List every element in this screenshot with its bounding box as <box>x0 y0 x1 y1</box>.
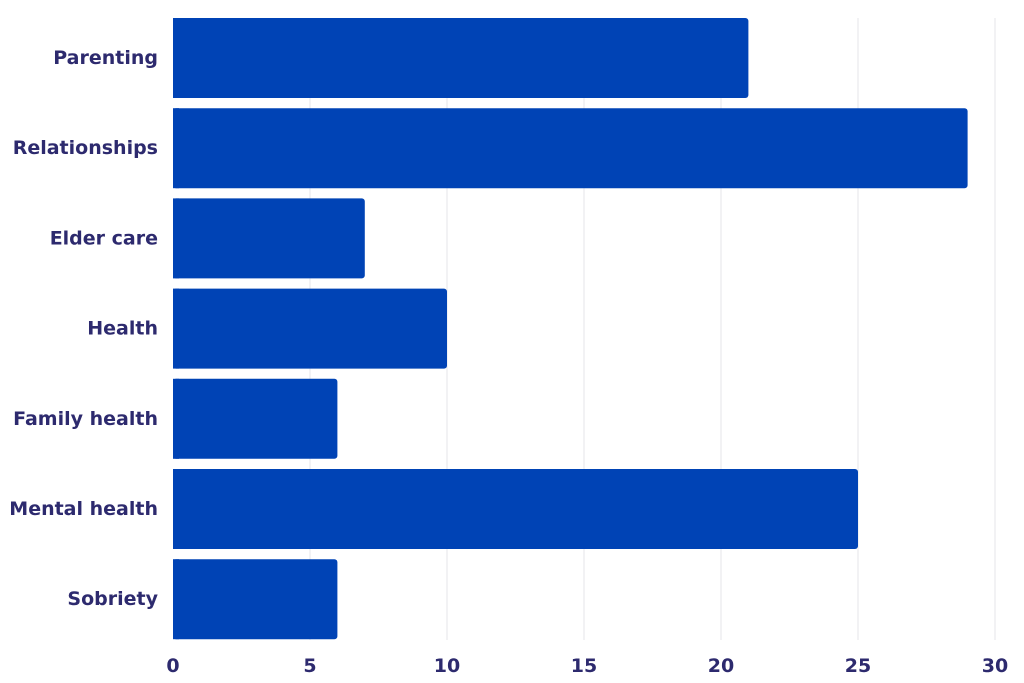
category-label-elder-care: Elder care <box>50 227 158 249</box>
bar-base-elder-care <box>173 198 179 279</box>
bar-base-mental-health <box>173 469 179 549</box>
category-label-sobriety: Sobriety <box>67 588 158 610</box>
x-axis-tick-labels: 0 5 10 15 20 25 30 <box>166 655 1008 677</box>
bar-base-sobriety <box>173 559 179 640</box>
bar-base-parenting <box>173 18 179 98</box>
bar-family-health <box>173 378 338 459</box>
bar-sobriety <box>173 559 338 640</box>
bar-base-relationships <box>173 108 179 189</box>
bar-base-health <box>173 288 179 369</box>
x-tick-label-20: 20 <box>708 655 734 677</box>
category-label-parenting: Parenting <box>53 47 158 69</box>
x-tick-label-25: 25 <box>845 655 871 677</box>
bars <box>173 18 968 640</box>
category-label-health: Health <box>87 318 158 340</box>
x-tick-label-15: 15 <box>571 655 597 677</box>
x-tick-label-0: 0 <box>166 655 179 677</box>
bar-parenting <box>173 18 749 98</box>
category-label-mental-health: Mental health <box>9 498 158 520</box>
x-tick-label-5: 5 <box>303 655 316 677</box>
bar-base-family-health <box>173 378 179 459</box>
category-labels: Parenting Relationships Elder care Health Fa… <box>9 47 158 610</box>
x-tick-label-10: 10 <box>434 655 460 677</box>
bar-mental-health <box>173 469 858 549</box>
category-label-relationships: Relationships <box>13 137 158 159</box>
bar-health <box>173 288 447 369</box>
x-tick-label-30: 30 <box>982 655 1008 677</box>
bar-relationships <box>173 108 968 189</box>
category-label-family-health: Family health <box>13 408 158 430</box>
bar-elder-care <box>173 198 365 279</box>
